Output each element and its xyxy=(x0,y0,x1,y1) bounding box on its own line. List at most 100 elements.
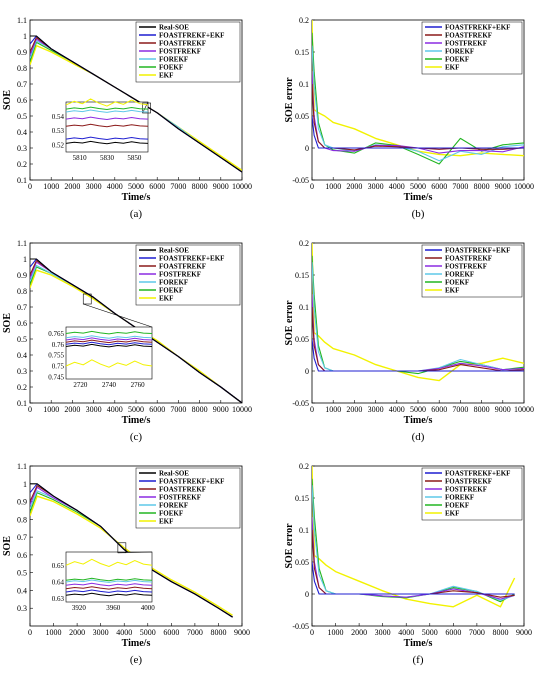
inset-y-tick-label: 0.75 xyxy=(52,363,65,371)
zoom-arrow xyxy=(117,551,153,554)
series-line-foastfrekf-ekf xyxy=(312,338,524,372)
y-tick-label: 0.1 xyxy=(299,526,309,535)
y-tick-label: 0.2 xyxy=(299,239,309,248)
x-tick-label: 0 xyxy=(310,628,314,637)
y-tick-label: 0.9 xyxy=(17,271,27,280)
x-tick-label: 0 xyxy=(28,628,32,637)
x-tick-label: 9000 xyxy=(213,182,229,191)
series-line-foastfrekf-ekf xyxy=(312,561,515,595)
legend-box xyxy=(135,21,241,83)
series-line-real-soe xyxy=(30,258,242,403)
legend-label: FOASTFREKF+EKF xyxy=(159,32,224,40)
legend-label: EKF xyxy=(445,510,459,518)
legend-label: FOASTFREKF+EKF xyxy=(159,255,224,263)
y-tick-label: 0.5 xyxy=(17,335,27,344)
panel-caption: (b) xyxy=(412,208,425,220)
series-group xyxy=(30,35,242,173)
y-tick-label: 1.1 xyxy=(17,462,27,471)
x-tick-label: 5000 xyxy=(410,182,426,191)
x-tick-label: 7000 xyxy=(469,628,485,637)
x-tick-label: 5000 xyxy=(410,405,426,414)
inset-frame xyxy=(65,326,153,380)
y-tick-label: 0.8 xyxy=(17,515,27,524)
y-tick-label: 0.4 xyxy=(17,128,27,137)
x-tick-label: 2000 xyxy=(346,182,362,191)
y-tick-label: 0.05 xyxy=(295,112,309,121)
panel-d-soe-error-chart: 0 1000 2000 3000 4000 5000 6000 7000 8000 9000 100… xyxy=(284,239,534,443)
y-tick-label: 0.1 xyxy=(299,80,309,89)
inset-series-line xyxy=(65,579,153,583)
y-tick-label: 0.8 xyxy=(17,64,27,73)
x-tick-label: 4000 xyxy=(116,628,132,637)
y-tick-label: 0.15 xyxy=(295,271,309,280)
legend-label: FOASTFREKF xyxy=(445,32,492,40)
x-tick-label: 7000 xyxy=(452,405,468,414)
y-tick-label: 0.1 xyxy=(299,303,309,312)
y-tick-label: 0.3 xyxy=(17,144,27,153)
x-tick-label: 10000 xyxy=(514,182,534,191)
zoom-arrow xyxy=(142,101,149,114)
y-axis-label: SOE xyxy=(2,313,13,333)
legend-box xyxy=(421,21,523,75)
y-tick-label: 0.2 xyxy=(17,160,27,169)
x-axis-label: Time/s xyxy=(122,192,151,203)
y-tick-label: 0.15 xyxy=(295,494,309,503)
inset-series-line xyxy=(65,589,153,593)
x-tick-label: 8000 xyxy=(474,182,490,191)
inset-series-line xyxy=(65,577,153,582)
x-tick-label: 8000 xyxy=(474,405,490,414)
x-tick-label: 2000 xyxy=(351,628,367,637)
x-tick-label: 6000 xyxy=(163,628,179,637)
legend-label: FOASTFREKF xyxy=(159,486,206,494)
x-tick-label: 4000 xyxy=(107,182,123,191)
inset-x-tick-label: 2740 xyxy=(102,381,117,389)
inset-series-line xyxy=(65,337,153,341)
x-tick-label: 1000 xyxy=(325,182,341,191)
y-tick-label: 1.1 xyxy=(17,16,27,25)
inset-series-line xyxy=(65,341,153,346)
series-line-foastfrekf xyxy=(312,83,524,151)
y-tick-label: 0.05 xyxy=(295,558,309,567)
zoom-arrow xyxy=(83,303,153,328)
x-tick-label: 3000 xyxy=(93,628,109,637)
y-tick-label: -0.05 xyxy=(292,622,309,631)
x-tick-label: 5000 xyxy=(422,628,438,637)
x-tick-label: 6000 xyxy=(149,182,165,191)
x-tick-label: 4000 xyxy=(107,405,123,414)
x-tick-label: 2000 xyxy=(69,628,85,637)
inset-series-line xyxy=(65,586,153,590)
legend-label: FOASTFREKF+EKF xyxy=(445,247,510,255)
y-tick-label: 0.6 xyxy=(17,96,27,105)
inset-y-tick-label: 0.76 xyxy=(52,341,65,349)
legend-label: FOSTFREKF xyxy=(445,263,487,271)
inset-y-tick-label: 0.745 xyxy=(48,373,64,381)
y-tick-label: 0 xyxy=(305,144,309,153)
x-tick-label: 4000 xyxy=(398,628,414,637)
panel-caption: (e) xyxy=(130,654,143,666)
series-line-ekf xyxy=(312,466,516,608)
x-tick-label: 5000 xyxy=(128,405,144,414)
x-tick-label: 0 xyxy=(28,405,32,414)
inset-x-tick-label: 4000 xyxy=(141,604,156,612)
x-axis-label: Time/s xyxy=(404,192,433,203)
x-tick-label: 8000 xyxy=(192,405,208,414)
legend-label: Real-SOE xyxy=(159,247,189,255)
y-axis-label: SOE xyxy=(2,536,13,556)
inset-series-line xyxy=(65,339,153,344)
x-tick-label: 0 xyxy=(310,182,314,191)
legend-label: FOSTFREKF xyxy=(159,271,201,279)
legend-label: FOASTFREKF+EKF xyxy=(445,24,510,32)
panel-c-soe-chart: 0 1000 2000 3000 4000 5000 6000 7000 8000 9000 100… xyxy=(2,239,252,443)
x-tick-label: 3000 xyxy=(368,182,384,191)
legend-label: FOSTFREKF xyxy=(445,486,487,494)
x-tick-label: 3000 xyxy=(368,405,384,414)
y-tick-label: 0.6 xyxy=(17,319,27,328)
inset-series-line xyxy=(65,592,153,597)
series-group xyxy=(30,258,242,403)
legend-label: FOASTFREKF xyxy=(445,255,492,263)
x-tick-label: 1000 xyxy=(325,405,341,414)
legend-label: FOEKF xyxy=(445,279,469,287)
inset-series-line xyxy=(65,343,153,348)
legend-label: FOREKF xyxy=(445,48,474,56)
legend-label: FOASTFREKF+EKF xyxy=(159,478,224,486)
